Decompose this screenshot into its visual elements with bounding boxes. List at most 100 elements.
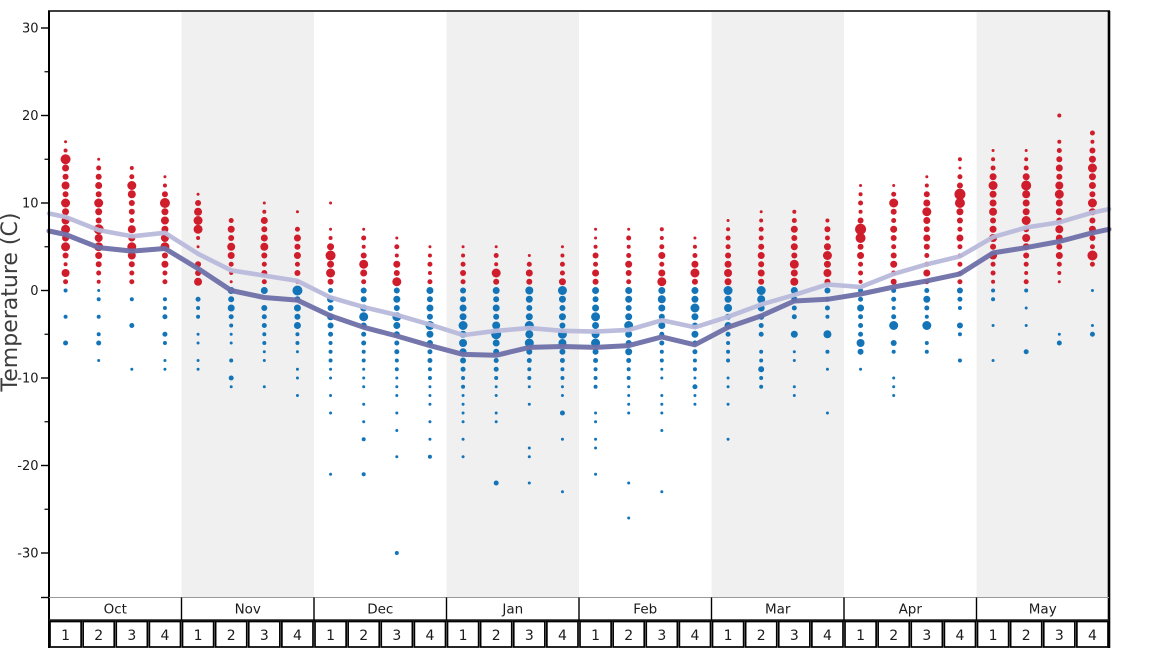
warm-temperature-dot xyxy=(260,217,268,224)
cold-temperature-dot xyxy=(163,359,167,362)
cold-temperature-dot xyxy=(626,358,632,363)
cold-temperature-dot xyxy=(593,367,598,372)
warm-temperature-dot xyxy=(96,165,102,171)
warm-temperature-dot xyxy=(791,218,797,223)
week-cell xyxy=(711,620,745,648)
warm-temperature-dot xyxy=(858,209,863,214)
warm-temperature-dot xyxy=(493,253,499,258)
week-cell xyxy=(115,620,149,648)
cold-temperature-dot xyxy=(229,358,234,363)
warm-temperature-dot xyxy=(594,227,598,231)
cold-temperature-dot xyxy=(560,367,565,372)
cold-temperature-dot xyxy=(890,340,897,346)
warm-temperature-dot xyxy=(858,200,864,206)
warm-temperature-dot xyxy=(228,261,234,267)
week-cell xyxy=(446,620,480,648)
warm-temperature-dot xyxy=(1022,208,1030,216)
week-cell xyxy=(347,620,381,648)
y-tick-label: -20 xyxy=(17,459,38,474)
cold-temperature-dot xyxy=(724,304,733,312)
cold-temperature-dot xyxy=(659,349,664,354)
cold-temperature-dot xyxy=(724,295,732,303)
cold-temperature-dot xyxy=(591,312,601,322)
warm-temperature-dot xyxy=(757,252,765,259)
warm-temperature-dot xyxy=(790,243,798,251)
cold-temperature-dot xyxy=(295,394,299,397)
warm-temperature-dot xyxy=(294,261,300,267)
cold-temperature-dot xyxy=(726,437,730,441)
cold-temperature-dot xyxy=(956,287,963,294)
warm-temperature-dot xyxy=(161,208,169,216)
warm-temperature-dot xyxy=(989,190,997,198)
cold-temperature-dot xyxy=(1056,340,1062,346)
warm-temperature-dot xyxy=(293,252,301,259)
cold-temperature-dot xyxy=(460,366,466,372)
warm-temperature-dot xyxy=(194,207,203,216)
cold-temperature-dot xyxy=(658,322,666,329)
cold-temperature-dot xyxy=(427,454,432,459)
week-cell xyxy=(1042,620,1076,648)
warm-temperature-dot xyxy=(855,233,866,243)
cold-temperature-dot xyxy=(260,287,268,294)
warm-temperature-dot xyxy=(228,235,235,241)
cold-temperature-dot xyxy=(725,331,731,337)
cold-temperature-dot xyxy=(295,367,299,371)
cold-temperature-dot xyxy=(261,323,267,328)
cold-temperature-dot xyxy=(592,296,599,303)
cold-temperature-dot xyxy=(891,306,896,310)
warm-temperature-dot xyxy=(989,207,998,216)
cold-temperature-dot xyxy=(791,305,797,311)
warm-temperature-dot xyxy=(95,217,102,224)
cold-temperature-dot xyxy=(493,296,500,303)
cold-temperature-dot xyxy=(196,332,200,336)
cold-temperature-dot xyxy=(393,295,401,303)
warm-temperature-dot xyxy=(294,243,301,250)
week-cell xyxy=(645,620,679,648)
warm-temperature-dot xyxy=(427,253,432,258)
week-number-label: 1 xyxy=(724,628,733,644)
cold-temperature-dot xyxy=(560,385,564,389)
week-number-label: 2 xyxy=(359,628,368,644)
cold-temperature-dot xyxy=(1023,349,1029,355)
warm-temperature-dot xyxy=(1057,139,1062,144)
warm-temperature-dot xyxy=(923,269,931,277)
week-number-label: 4 xyxy=(293,628,302,644)
week-number-label: 4 xyxy=(1088,628,1097,644)
warm-temperature-dot xyxy=(659,227,664,232)
cold-temperature-dot xyxy=(660,402,664,406)
warm-temperature-dot xyxy=(525,269,533,277)
warm-temperature-dot xyxy=(989,225,997,233)
cold-temperature-dot xyxy=(328,349,333,354)
cold-temperature-dot xyxy=(293,322,301,329)
warm-temperature-dot xyxy=(957,261,963,267)
warm-temperature-dot xyxy=(94,198,104,208)
cold-temperature-dot xyxy=(162,314,168,320)
warm-temperature-dot xyxy=(991,149,995,152)
week-number-label: 1 xyxy=(989,628,998,644)
month-shading-band xyxy=(976,12,1109,598)
cold-temperature-dot xyxy=(625,313,633,321)
week-cell xyxy=(844,620,877,648)
cold-temperature-dot xyxy=(63,314,68,319)
warm-temperature-dot xyxy=(460,270,467,276)
warm-temperature-dot xyxy=(890,235,897,241)
week-cell xyxy=(877,620,911,648)
warm-temperature-dot xyxy=(1023,165,1029,171)
warm-temperature-dot xyxy=(725,244,731,250)
cold-temperature-dot xyxy=(461,394,465,397)
cold-temperature-dot xyxy=(691,330,699,338)
warm-temperature-dot xyxy=(891,244,897,250)
week-cell xyxy=(943,620,977,648)
warm-temperature-dot xyxy=(823,260,831,268)
cold-temperature-dot xyxy=(726,376,730,380)
warm-temperature-dot xyxy=(1023,279,1029,285)
cold-temperature-dot xyxy=(825,367,829,371)
cold-temperature-dot xyxy=(262,350,266,354)
week-cell xyxy=(678,620,712,648)
warm-temperature-dot xyxy=(957,226,963,232)
warm-temperature-dot xyxy=(1056,156,1063,163)
cold-temperature-dot xyxy=(426,313,433,320)
warm-temperature-dot xyxy=(592,252,599,259)
cold-temperature-dot xyxy=(594,437,598,441)
cold-temperature-dot xyxy=(1089,331,1095,337)
